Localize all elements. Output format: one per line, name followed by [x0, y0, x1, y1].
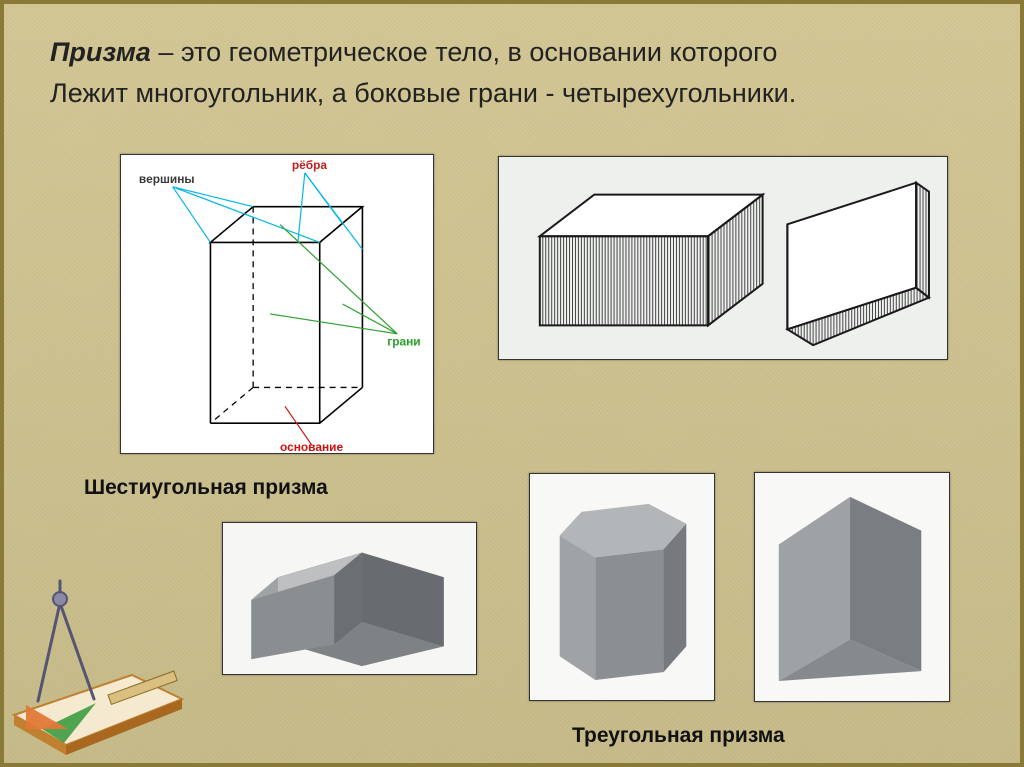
definition-line-1: Призма – это геометрическое тело, в осно… [50, 32, 974, 73]
label-edges: рёбра [292, 158, 328, 172]
definition-part1: – это геометрическое тело, в основании к… [151, 37, 778, 67]
figure-labeled-cuboid: вершины рёбра грани основание [120, 154, 434, 454]
figure-hexagonal-prism [529, 473, 715, 701]
figure-pentagonal-prism [222, 522, 477, 675]
caption-hexagonal: Шестиугольная призма [84, 476, 328, 500]
label-vertices: вершины [139, 172, 195, 186]
caption-triangular: Треугольная призма [572, 724, 785, 748]
slide: Призма – это геометрическое тело, в осно… [0, 0, 1024, 767]
label-faces: грани [387, 335, 420, 349]
term-prism: Призма [50, 37, 151, 67]
label-base: основание [280, 440, 343, 453]
drafting-tools-icon [8, 579, 198, 759]
figure-box-and-wedge [498, 156, 948, 360]
definition-line-2: Лежит многоугольник, а боковые грани - ч… [50, 73, 974, 114]
figure-triangular-prism [754, 472, 950, 702]
